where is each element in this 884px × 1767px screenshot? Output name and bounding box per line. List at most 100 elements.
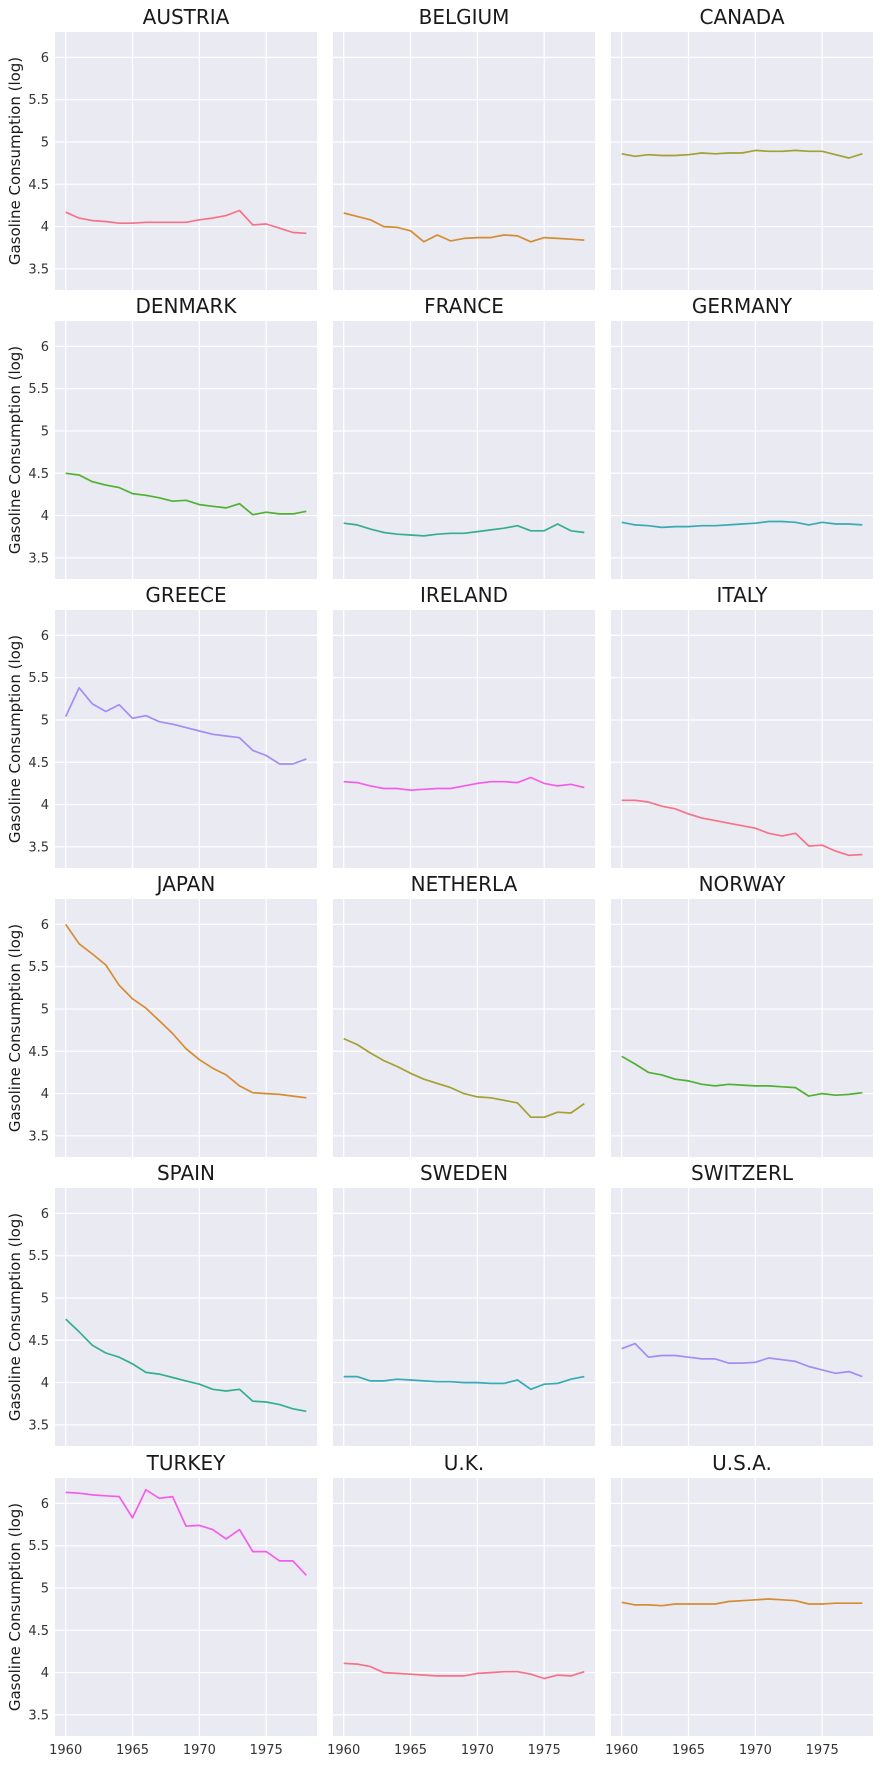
x-tick-label: 1965 — [394, 1743, 427, 1758]
facet-title: NETHERLA — [411, 872, 518, 896]
x-tick-label: 1965 — [116, 1743, 149, 1758]
y-tick-label: 3.5 — [28, 840, 49, 855]
facet-title: NORWAY — [699, 872, 787, 896]
series-line — [65, 472, 307, 516]
y-tick-label: 5.5 — [28, 1249, 49, 1264]
y-tick-label: 4.5 — [28, 1045, 49, 1060]
panel-background — [333, 1478, 595, 1736]
panel-background — [611, 899, 873, 1157]
y-tick-label: 4.5 — [28, 756, 49, 771]
series-line — [343, 522, 585, 537]
x-tick-label: 1965 — [672, 1743, 705, 1758]
y-tick-label: 4 — [41, 1666, 49, 1681]
x-tick-label: 1975 — [806, 1743, 839, 1758]
facet-title: GREECE — [145, 583, 226, 607]
facet-title: U.S.A. — [712, 1451, 772, 1475]
facet-title: CANADA — [699, 5, 784, 29]
panel-background — [611, 32, 873, 290]
series-line — [343, 212, 585, 243]
series-line — [343, 1037, 585, 1119]
x-tick-label: 1970 — [183, 1743, 216, 1758]
series-line — [65, 1318, 307, 1413]
y-tick-label: 6 — [41, 340, 49, 355]
facet-title: SWEDEN — [420, 1161, 508, 1185]
facet-title: DENMARK — [136, 294, 238, 318]
facet-title: U.K. — [444, 1451, 484, 1475]
y-axis-label: Gasoline Consumption (log) — [6, 57, 24, 265]
y-tick-label: 5 — [41, 713, 49, 728]
series-line — [621, 1598, 863, 1607]
x-tick-label: 1970 — [739, 1743, 772, 1758]
series-line — [65, 209, 307, 235]
x-tick-label: 1960 — [49, 1743, 82, 1758]
y-tick-label: 4.5 — [28, 178, 49, 193]
facet-title: GERMANY — [692, 294, 793, 318]
series-line — [621, 1055, 863, 1097]
y-tick-label: 6 — [41, 918, 49, 933]
series-line — [65, 1488, 307, 1576]
series-line — [621, 1342, 863, 1378]
y-tick-label: 5 — [41, 135, 49, 150]
y-tick-label: 3.5 — [28, 551, 49, 566]
y-tick-label: 5 — [41, 1291, 49, 1306]
panel-background — [55, 610, 317, 868]
y-tick-label: 5 — [41, 424, 49, 439]
y-tick-label: 5 — [41, 1002, 49, 1017]
series-line — [65, 923, 307, 1099]
y-tick-label: 3.5 — [28, 262, 49, 277]
y-tick-label: 3.5 — [28, 1418, 49, 1433]
x-tick-label: 1975 — [528, 1743, 561, 1758]
y-tick-label: 4.5 — [28, 1334, 49, 1349]
facet-title: TURKEY — [146, 1451, 227, 1475]
y-tick-label: 4.5 — [28, 467, 49, 482]
y-axis-label: Gasoline Consumption (log) — [6, 1213, 24, 1421]
series-line — [621, 149, 863, 159]
panel-background — [333, 321, 595, 579]
y-tick-label: 4 — [41, 1087, 49, 1102]
x-tick-label: 1975 — [250, 1743, 283, 1758]
facet-title: SPAIN — [157, 1161, 215, 1185]
y-tick-label: 4 — [41, 220, 49, 235]
y-tick-label: 6 — [41, 1207, 49, 1222]
panel-background — [611, 610, 873, 868]
facet-title: SWITZERL — [691, 1161, 794, 1185]
y-tick-label: 5 — [41, 1581, 49, 1596]
panel-background — [333, 610, 595, 868]
y-tick-label: 6 — [41, 629, 49, 644]
y-tick-label: 4 — [41, 798, 49, 813]
series-line — [343, 776, 585, 792]
x-tick-label: 1960 — [605, 1743, 638, 1758]
y-axis-label: Gasoline Consumption (log) — [6, 924, 24, 1132]
y-tick-label: 4 — [41, 1376, 49, 1391]
y-axis-label: Gasoline Consumption (log) — [6, 635, 24, 843]
x-tick-label: 1970 — [461, 1743, 494, 1758]
panel-background — [55, 899, 317, 1157]
panel-background — [333, 899, 595, 1157]
panel-background — [55, 321, 317, 579]
series-line — [621, 520, 863, 529]
y-tick-label: 5.5 — [28, 671, 49, 686]
y-tick-label: 5.5 — [28, 960, 49, 975]
facet-title: ITALY — [717, 583, 769, 607]
panel-background — [611, 1478, 873, 1736]
series-line — [343, 1662, 585, 1680]
series-line — [621, 799, 863, 857]
facet-title: BELGIUM — [419, 5, 510, 29]
panel-background — [55, 1478, 317, 1736]
panel-background — [333, 32, 595, 290]
x-tick-label: 1960 — [327, 1743, 360, 1758]
y-tick-label: 3.5 — [28, 1708, 49, 1723]
facet-title: IRELAND — [420, 583, 508, 607]
y-tick-label: 5.5 — [28, 382, 49, 397]
y-tick-label: 6 — [41, 51, 49, 66]
y-axis-label: Gasoline Consumption (log) — [6, 346, 24, 554]
y-tick-label: 6 — [41, 1497, 49, 1512]
panel-background — [333, 1188, 595, 1446]
panel-background — [55, 1188, 317, 1446]
panel-background — [611, 321, 873, 579]
series-line — [64, 686, 307, 765]
y-axis-label: Gasoline Consumption (log) — [6, 1503, 24, 1711]
y-tick-label: 5.5 — [28, 1539, 49, 1554]
y-tick-label: 4 — [41, 509, 49, 524]
